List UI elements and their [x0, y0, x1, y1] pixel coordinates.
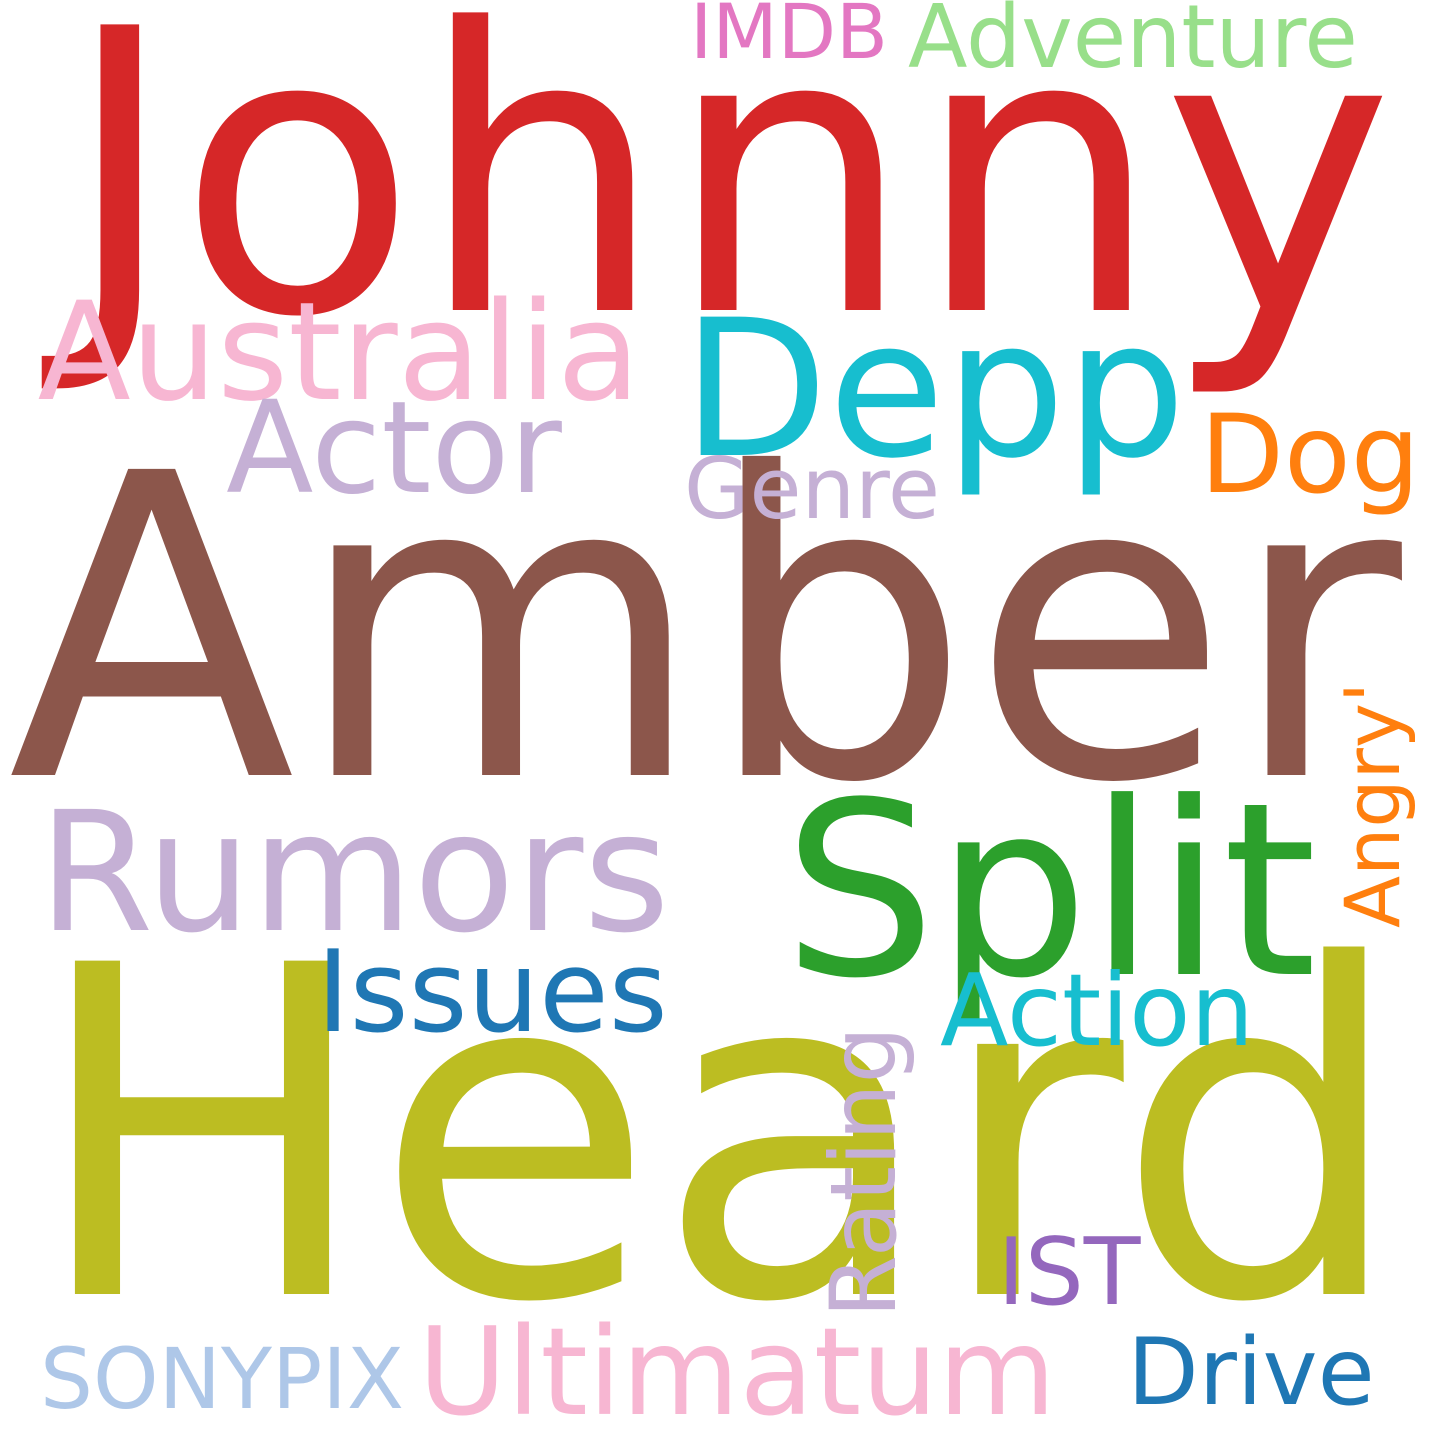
word-split: Split: [783, 750, 1317, 1031]
word-sonypix: SONYPIX: [40, 1331, 404, 1429]
word-amber: Amber: [8, 386, 1402, 876]
word-depp: Depp: [682, 279, 1186, 501]
word-drive: Drive: [1127, 1317, 1375, 1426]
word-action: Action: [940, 951, 1254, 1069]
word-rumors: Rumors: [38, 776, 670, 970]
word-ist: IST: [997, 1217, 1141, 1326]
word-rating: Rating: [811, 1026, 917, 1318]
word-issues: Issues: [316, 926, 668, 1059]
word-genre: Genre: [684, 439, 940, 538]
word-ultimatum: Ultimatum: [418, 1302, 1056, 1440]
word-heard: Heard: [30, 869, 1406, 1403]
word-australia: Australia: [37, 272, 641, 432]
word-adventure: Adventure: [908, 0, 1358, 88]
word-dog: Dog: [1200, 391, 1420, 519]
word-actor: Actor: [226, 375, 562, 524]
word-johnny: Johnny: [62, 0, 1394, 404]
word-angry: Angry': [1327, 682, 1417, 928]
word-imdb: IMDB: [690, 0, 888, 77]
